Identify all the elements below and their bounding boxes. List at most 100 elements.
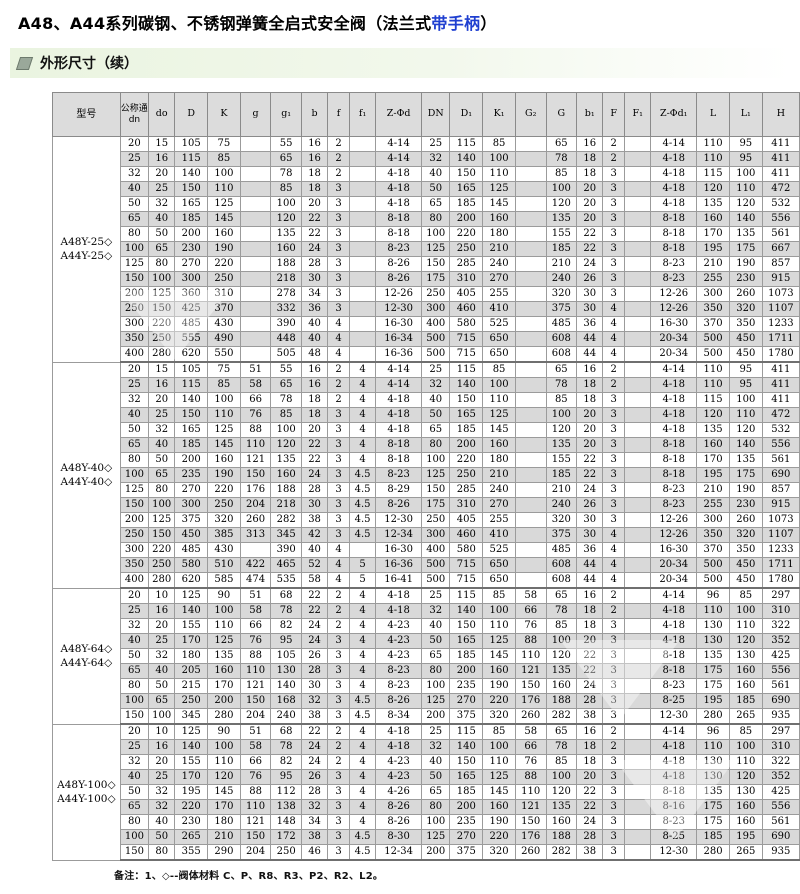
cell-f: 4	[348, 361, 377, 378]
cell-b: 16	[300, 136, 329, 152]
cell-dn: 200	[119, 512, 150, 528]
cell-l: 110	[728, 181, 763, 197]
cell-f: 2	[327, 361, 350, 378]
cell-zd: 4-18	[375, 166, 423, 182]
cell-g: 65	[545, 587, 578, 604]
cell-do: 32	[148, 648, 176, 664]
cell-l: 230	[728, 271, 763, 287]
table-row: A48Y-40◇ A44Y-40◇ 20 15 105 75 51 55 16 2 4 4-14 25 1…	[52, 361, 800, 589]
cell-h: 561	[761, 678, 800, 694]
cell-d: 715	[449, 557, 484, 573]
cell-f	[624, 693, 652, 709]
cell-h: 667	[761, 241, 800, 257]
cell-g	[239, 181, 272, 197]
cell-f: 2	[327, 151, 350, 167]
cell-b: 20	[576, 633, 604, 649]
cell-g: 260	[514, 708, 547, 725]
cell-h: 556	[761, 799, 800, 815]
cell-h: 915	[761, 497, 800, 513]
cell-k: 90	[207, 587, 241, 604]
cell-l: 110	[696, 151, 730, 167]
cell-dn: 400	[421, 316, 451, 332]
cell-g	[514, 286, 547, 302]
cell-zd: 8-23	[650, 256, 698, 272]
cell-d: 140	[449, 377, 484, 393]
cell-d: 200	[174, 226, 209, 242]
cell-g: 58	[239, 377, 272, 393]
cell-d: 360	[174, 286, 209, 302]
cell-dn: 125	[119, 256, 150, 272]
cell-f: 4.5	[348, 527, 377, 543]
cell-k: 145	[207, 437, 241, 453]
cell-f: 2	[602, 603, 626, 619]
cell-b: 18	[576, 392, 604, 408]
cell-k: 125	[482, 769, 516, 785]
cell-d: 230	[174, 241, 209, 257]
cell-zd: 12-30	[650, 708, 698, 725]
cell-l: 95	[728, 136, 763, 152]
cell-b: 30	[576, 512, 604, 528]
cell-do: 65	[148, 241, 176, 257]
cell-f	[348, 181, 377, 197]
cell-d: 180	[174, 648, 209, 664]
cell-b: 18	[300, 407, 329, 423]
cell-b: 20	[300, 422, 329, 438]
cell-d: 580	[449, 542, 484, 558]
cell-l: 230	[728, 497, 763, 513]
cell-h: 322	[761, 618, 800, 634]
cell-zd: 8-26	[375, 256, 423, 272]
cell-d: 230	[174, 814, 209, 830]
cell-zd: 4-14	[650, 587, 698, 604]
cell-zd: 8-23	[650, 271, 698, 287]
cell-g: 140	[270, 678, 302, 694]
cell-k: 525	[482, 316, 516, 332]
cell-do: 20	[148, 392, 176, 408]
cell-f: 4	[348, 754, 377, 770]
cell-h: 411	[761, 136, 800, 152]
cell-k: 75	[207, 136, 241, 152]
cell-d: 165	[449, 407, 484, 423]
cell-g: 95	[270, 769, 302, 785]
cell-h: 472	[761, 181, 800, 197]
cell-h: 425	[761, 784, 800, 800]
cell-dn: 80	[119, 452, 150, 468]
cell-k: 125	[482, 633, 516, 649]
cell-f	[624, 301, 652, 317]
cell-l: 100	[728, 603, 763, 619]
cell-h: 297	[761, 723, 800, 740]
cell-l: 120	[728, 769, 763, 785]
cell-d: 115	[449, 587, 484, 604]
cell-f: 3	[327, 437, 350, 453]
cell-dn: 40	[119, 769, 150, 785]
cell-zd: 20-34	[650, 331, 698, 347]
cell-b: 30	[300, 271, 329, 287]
cell-l: 95	[728, 361, 763, 378]
cell-h: 1073	[761, 512, 800, 528]
cell-do: 80	[148, 256, 176, 272]
cell-f: 2	[327, 754, 350, 770]
cell-f: 3	[602, 452, 626, 468]
table-row: 300 220 485 430 390 40 4 16-30 400 580 525 485 36 4 16…	[53, 316, 800, 332]
cell-b: 18	[576, 151, 604, 167]
cell-g: 120	[545, 648, 578, 664]
cell-zd: 4-18	[650, 407, 698, 423]
cell-f	[624, 151, 652, 167]
cell-b: 38	[300, 829, 329, 845]
cell-l: 175	[728, 467, 763, 483]
cell-g: 155	[545, 226, 578, 242]
cell-b: 24	[300, 467, 329, 483]
cell-h: 915	[761, 271, 800, 287]
cell-b: 32	[300, 693, 329, 709]
cell-dn: 50	[119, 648, 150, 664]
cell-dn: 250	[119, 527, 150, 543]
cell-g: 160	[545, 814, 578, 830]
cell-g: 282	[545, 844, 578, 861]
cell-b: 44	[576, 346, 604, 363]
cell-dn: 32	[119, 392, 150, 408]
cell-d: 140	[449, 603, 484, 619]
col-header-f: F	[602, 92, 626, 137]
cell-do: 15	[148, 361, 176, 378]
cell-d: 460	[449, 301, 484, 317]
cell-g	[239, 226, 272, 242]
cell-b: 24	[300, 633, 329, 649]
